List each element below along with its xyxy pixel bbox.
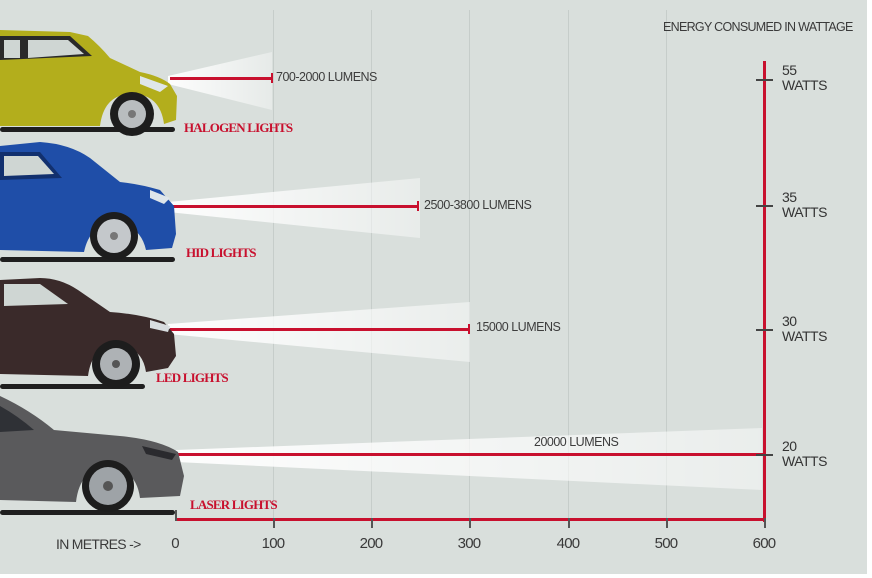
brown-suv-car-image — [0, 274, 182, 395]
gridline-400 — [568, 10, 569, 520]
led-watts-label: 30 WATTS — [782, 314, 827, 344]
hid-lumens-label: 2500-3800 LUMENS — [424, 198, 532, 212]
watt-tick-30 — [756, 329, 773, 331]
watts-value: 55 — [782, 62, 797, 78]
blue-hatchback-car-image — [0, 138, 182, 267]
laser-watts-label: 20 WATTS — [782, 439, 827, 469]
x-tick-100 — [273, 518, 275, 528]
grey-sedan-car-image — [0, 396, 190, 519]
x-label-0: 0 — [171, 535, 179, 552]
watts-value: 20 — [782, 438, 797, 454]
x-label-500: 500 — [654, 535, 678, 552]
halogen-range-line — [170, 77, 272, 80]
yellow-hatchback-car-image — [0, 14, 182, 141]
gridline-200 — [371, 10, 372, 520]
energy-axis-title: ENERGY CONSUMED IN WATTAGE — [663, 20, 853, 34]
hid-range-end — [417, 201, 419, 211]
watts-value: 30 — [782, 313, 797, 329]
halogen-lumens-label: 700-2000 LUMENS — [276, 70, 377, 84]
halogen-watts-label: 55 WATTS — [782, 63, 827, 93]
hid-beam — [168, 176, 426, 240]
x-tick-600 — [764, 518, 766, 528]
laser-type-label: LASER LIGHTS — [190, 497, 278, 512]
laser-lumens-label: 20000 LUMENS — [534, 435, 619, 449]
car-shadow — [0, 257, 175, 262]
x-label-300: 300 — [457, 535, 481, 552]
x-label-600: 600 — [752, 535, 776, 552]
led-beam — [168, 300, 476, 364]
hid-type-label: HID LIGHTS — [186, 245, 256, 260]
halogen-type-label: HALOGEN LIGHTS — [184, 120, 293, 135]
x-tick-400 — [568, 518, 570, 528]
energy-axis-line — [763, 61, 766, 522]
laser-beam — [176, 426, 766, 492]
gridline-500 — [666, 10, 667, 520]
car-shadow — [0, 384, 145, 389]
x-label-100: 100 — [261, 535, 285, 552]
x-tick-500 — [666, 518, 668, 528]
halogen-beam — [168, 50, 278, 112]
watts-unit: WATTS — [782, 328, 827, 344]
car-shadow — [0, 127, 175, 132]
watts-unit: WATTS — [782, 453, 827, 469]
halogen-range-end — [271, 73, 273, 83]
hid-range-line — [170, 205, 418, 208]
watts-value: 35 — [782, 189, 797, 205]
led-lumens-label: 15000 LUMENS — [476, 320, 561, 334]
watts-unit: WATTS — [782, 77, 827, 93]
led-type-label: LED LIGHTS — [156, 370, 229, 385]
car-shadow — [0, 510, 175, 515]
distance-axis-line — [175, 518, 766, 521]
watt-tick-55 — [756, 79, 773, 81]
laser-range-line — [178, 453, 766, 456]
x-tick-200 — [371, 518, 373, 528]
hid-watts-label: 35 WATTS — [782, 190, 827, 220]
x-tick-0 — [175, 510, 177, 521]
x-label-400: 400 — [556, 535, 580, 552]
x-tick-300 — [469, 518, 471, 528]
distance-axis-title: IN METRES -> — [56, 536, 141, 552]
gridline-300 — [469, 10, 470, 520]
gridline-100 — [273, 10, 274, 520]
led-range-end — [468, 324, 470, 334]
x-label-200: 200 — [359, 535, 383, 552]
watt-tick-20 — [756, 454, 773, 456]
watt-tick-35 — [756, 205, 773, 207]
led-range-line — [170, 328, 470, 331]
watts-unit: WATTS — [782, 204, 827, 220]
